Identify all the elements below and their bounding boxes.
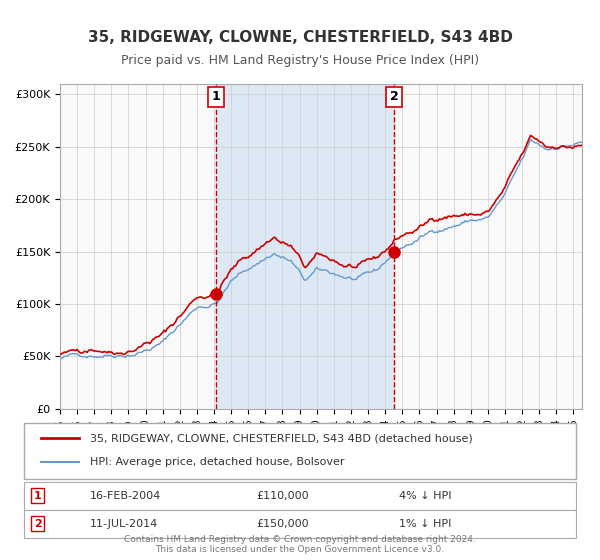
Text: Price paid vs. HM Land Registry's House Price Index (HPI): Price paid vs. HM Land Registry's House … (121, 54, 479, 67)
Text: 35, RIDGEWAY, CLOWNE, CHESTERFIELD, S43 4BD (detached house): 35, RIDGEWAY, CLOWNE, CHESTERFIELD, S43 … (90, 433, 473, 444)
FancyBboxPatch shape (24, 510, 576, 538)
Bar (216, 84, 394, 409)
FancyBboxPatch shape (24, 423, 576, 479)
Text: £150,000: £150,000 (256, 519, 308, 529)
Text: 4% ↓ HPI: 4% ↓ HPI (400, 491, 452, 501)
FancyBboxPatch shape (24, 482, 576, 510)
Text: Contains HM Land Registry data © Crown copyright and database right 2024.
This d: Contains HM Land Registry data © Crown c… (124, 535, 476, 554)
Text: 1: 1 (212, 91, 220, 104)
Text: 1% ↓ HPI: 1% ↓ HPI (400, 519, 452, 529)
Text: 11-JUL-2014: 11-JUL-2014 (90, 519, 158, 529)
Text: 35, RIDGEWAY, CLOWNE, CHESTERFIELD, S43 4BD: 35, RIDGEWAY, CLOWNE, CHESTERFIELD, S43 … (88, 30, 512, 45)
Text: 2: 2 (390, 91, 398, 104)
Text: £110,000: £110,000 (256, 491, 308, 501)
Text: 16-FEB-2004: 16-FEB-2004 (90, 491, 161, 501)
Text: HPI: Average price, detached house, Bolsover: HPI: Average price, detached house, Bols… (90, 457, 345, 467)
Text: 2: 2 (34, 519, 41, 529)
Text: 1: 1 (34, 491, 41, 501)
